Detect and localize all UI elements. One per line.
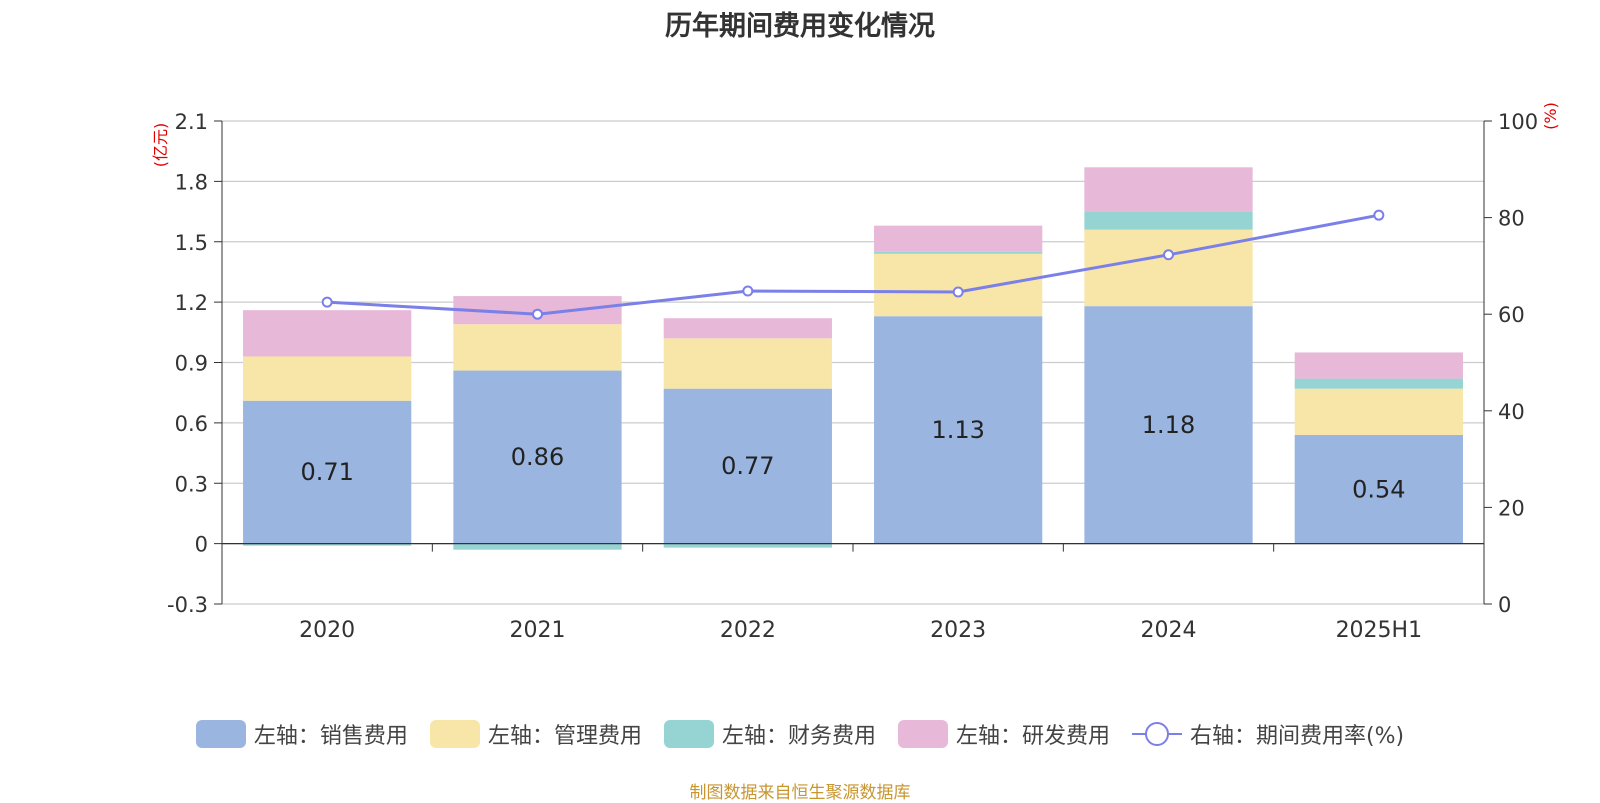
bar-value-label: 1.18 xyxy=(1142,411,1195,439)
right-axis-tick-label: 60 xyxy=(1498,303,1525,327)
bar-segment xyxy=(243,310,412,357)
rate-line xyxy=(327,213,1380,316)
rate-point xyxy=(742,285,754,297)
left-axis-tick-label: 1.8 xyxy=(175,170,208,194)
bar-value-label: 1.13 xyxy=(931,416,984,444)
x-axis-category-label: 2022 xyxy=(720,618,776,643)
left-axis-tick-label: 0.6 xyxy=(175,412,208,436)
legend-line-marker-icon xyxy=(1131,720,1182,748)
legend-label-rate: 右轴：期间费用率(%) xyxy=(1189,724,1405,749)
right-axis-unit-label: (%) xyxy=(1541,102,1560,130)
rate-point xyxy=(532,308,543,320)
x-axis-category-label: 2021 xyxy=(510,618,566,643)
bar-segment xyxy=(453,324,622,371)
legend: 左轴：销售费用 左轴：管理费用 左轴：财务费用 左轴：研发费用 右轴：期间费用率… xyxy=(0,718,1600,750)
bar-value-label: 0.86 xyxy=(511,443,564,471)
bar-segment xyxy=(663,388,832,544)
legend-item-sales[interactable]: 左轴：销售费用 xyxy=(195,718,408,750)
x-axis-category-label: 2020 xyxy=(299,618,355,643)
legend-label-sales: 左轴：销售费用 xyxy=(253,724,408,749)
left-axis-tick-label: 1.5 xyxy=(175,231,208,255)
rate-point xyxy=(1373,209,1385,221)
bar-segment xyxy=(1294,388,1463,435)
legend-label-admin: 左轴：管理费用 xyxy=(487,724,642,749)
bar-segment xyxy=(874,251,1043,254)
bar-segment xyxy=(874,316,1043,544)
bar-segment xyxy=(1294,352,1463,379)
bar-segment xyxy=(874,253,1043,317)
bar-segment xyxy=(663,318,832,339)
right-axis-tick-label: 80 xyxy=(1498,207,1525,231)
bar-segment xyxy=(453,543,622,550)
left-axis-tick-label: 0.9 xyxy=(175,352,208,376)
legend-swatch-finance xyxy=(663,720,714,748)
left-axis-unit-label: (亿元) xyxy=(151,123,170,168)
bar-segment xyxy=(663,338,832,389)
bar-segment xyxy=(1084,229,1253,307)
bar-segment xyxy=(453,370,622,544)
left-axis-tick-label: 0.3 xyxy=(175,472,208,496)
legend-label-finance: 左轴：财务费用 xyxy=(721,724,876,749)
left-axis-tick-label: 2.1 xyxy=(175,110,208,134)
bar-segment xyxy=(1084,211,1253,230)
data-source-note: 制图数据来自恒生聚源数据库 xyxy=(689,783,911,803)
x-axis-category-label: 2025H1 xyxy=(1336,618,1423,643)
bar-value-label: 0.77 xyxy=(721,452,774,480)
legend-label-rnd: 左轴：研发费用 xyxy=(955,724,1110,749)
rate-point xyxy=(321,296,333,308)
left-axis-tick-label: -0.3 xyxy=(167,593,208,617)
x-axis-category-label: 2024 xyxy=(1141,618,1197,643)
right-axis-tick-label: 40 xyxy=(1498,400,1525,424)
bar-segment xyxy=(1294,378,1463,389)
bar-segment xyxy=(1084,167,1253,212)
bar-segment xyxy=(663,543,832,548)
chart-title: 历年期间费用变化情况 xyxy=(665,11,935,42)
x-axis-category-label: 2023 xyxy=(930,618,986,643)
bar-segment xyxy=(874,225,1043,252)
bar-segment xyxy=(1294,434,1463,544)
left-axis-tick-label: 0 xyxy=(195,533,208,557)
bar-segment xyxy=(243,400,412,544)
right-axis-tick-label: 20 xyxy=(1498,496,1525,520)
legend-swatch-admin xyxy=(429,720,480,748)
rate-point xyxy=(952,286,964,298)
bar-segment xyxy=(1084,306,1253,544)
legend-item-rate[interactable]: 右轴：期间费用率(%) xyxy=(1131,718,1405,750)
left-axis-tick-label: 1.2 xyxy=(175,291,208,315)
right-axis-tick-label: 100 xyxy=(1498,110,1538,134)
legend-item-rnd[interactable]: 左轴：研发费用 xyxy=(897,718,1110,750)
rate-point xyxy=(1163,249,1174,261)
legend-item-finance[interactable]: 左轴：财务费用 xyxy=(663,718,876,750)
bar-value-label: 0.54 xyxy=(1352,475,1405,503)
legend-swatch-rnd xyxy=(897,720,948,748)
bar-value-label: 0.71 xyxy=(300,458,353,486)
right-axis-tick-label: 0 xyxy=(1498,593,1511,617)
legend-item-admin[interactable]: 左轴：管理费用 xyxy=(429,718,642,750)
bar-segment xyxy=(243,356,412,401)
bar-segment xyxy=(243,543,412,546)
legend-swatch-sales xyxy=(195,720,246,748)
